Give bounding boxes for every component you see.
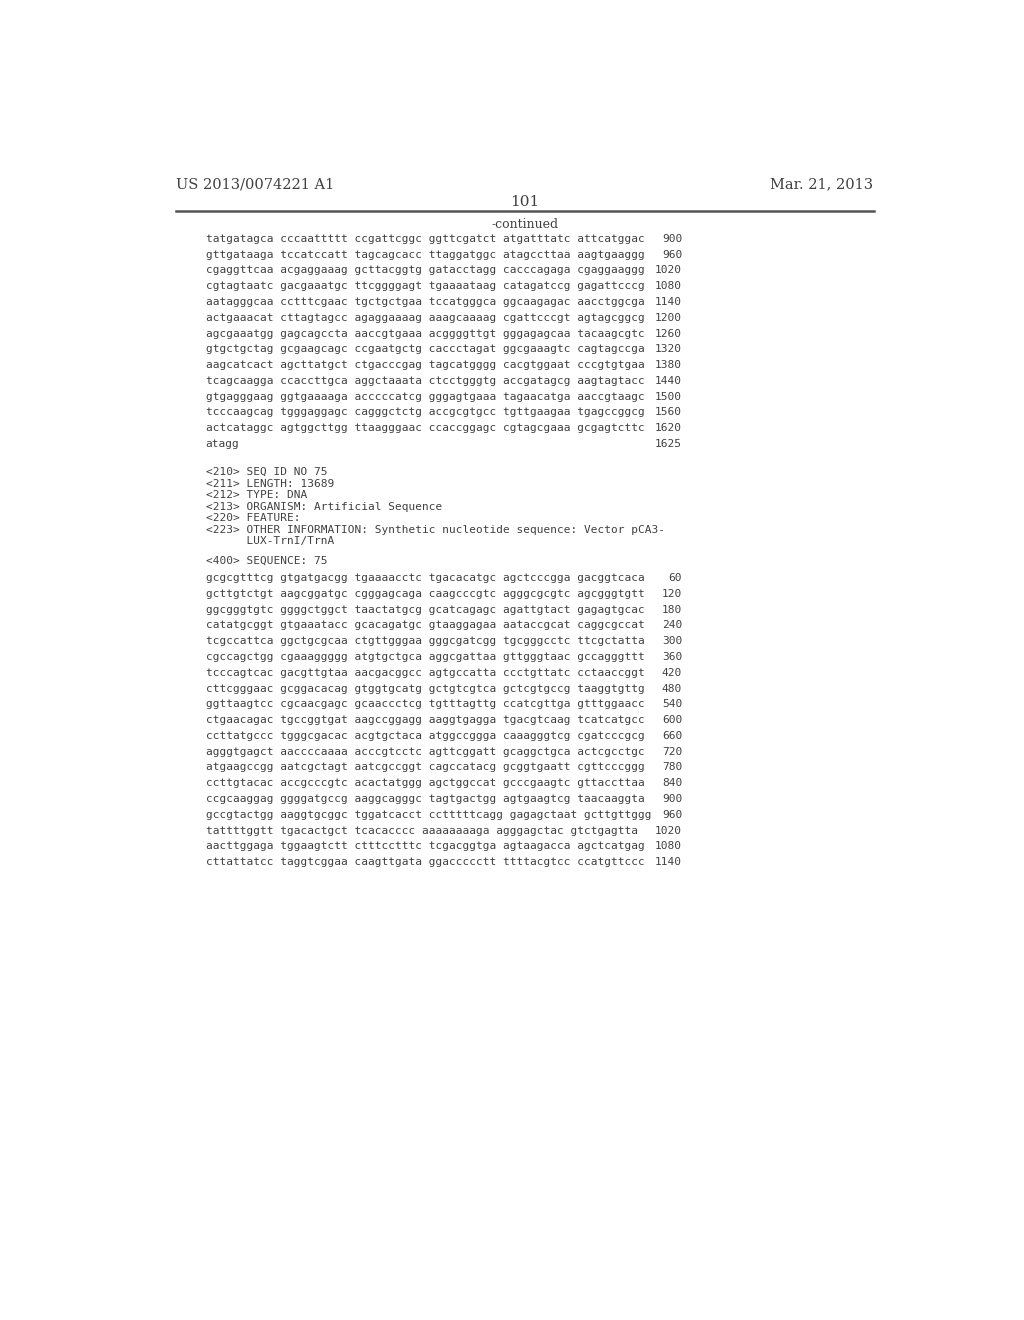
- Text: aagcatcact agcttatgct ctgacccgag tagcatgggg cacgtggaat cccgtgtgaa: aagcatcact agcttatgct ctgacccgag tagcatg…: [206, 360, 644, 370]
- Text: 1080: 1080: [655, 841, 682, 851]
- Text: 1260: 1260: [655, 329, 682, 338]
- Text: gttgataaga tccatccatt tagcagcacc ttaggatggc atagccttaa aagtgaaggg: gttgataaga tccatccatt tagcagcacc ttaggat…: [206, 249, 644, 260]
- Text: cttattatcc taggtcggaa caagttgata ggaccccctt ttttacgtcc ccatgttccc: cttattatcc taggtcggaa caagttgata ggacccc…: [206, 857, 644, 867]
- Text: 180: 180: [662, 605, 682, 615]
- Text: aacttggaga tggaagtctt ctttcctttc tcgacggtga agtaagacca agctcatgag: aacttggaga tggaagtctt ctttcctttc tcgacgg…: [206, 841, 644, 851]
- Text: 1020: 1020: [655, 825, 682, 836]
- Text: 900: 900: [662, 795, 682, 804]
- Text: 300: 300: [662, 636, 682, 647]
- Text: 1620: 1620: [655, 424, 682, 433]
- Text: ggcgggtgtc ggggctggct taactatgcg gcatcagagc agattgtact gagagtgcac: ggcgggtgtc ggggctggct taactatgcg gcatcag…: [206, 605, 644, 615]
- Text: gcttgtctgt aagcggatgc cgggagcaga caagcccgtc agggcgcgtc agcgggtgtt: gcttgtctgt aagcggatgc cgggagcaga caagccc…: [206, 589, 644, 599]
- Text: 240: 240: [662, 620, 682, 631]
- Text: tatgatagca cccaattttt ccgattcggc ggttcgatct atgatttatc attcatggac: tatgatagca cccaattttt ccgattcggc ggttcga…: [206, 234, 644, 244]
- Text: tcccaagcag tgggaggagc cagggctctg accgcgtgcc tgttgaagaa tgagccggcg: tcccaagcag tgggaggagc cagggctctg accgcgt…: [206, 408, 644, 417]
- Text: actgaaacat cttagtagcc agaggaaaag aaagcaaaag cgattcccgt agtagcggcg: actgaaacat cttagtagcc agaggaaaag aaagcaa…: [206, 313, 644, 323]
- Text: 1140: 1140: [655, 857, 682, 867]
- Text: ctgaacagac tgccggtgat aagccggagg aaggtgagga tgacgtcaag tcatcatgcc: ctgaacagac tgccggtgat aagccggagg aaggtga…: [206, 715, 644, 725]
- Text: 1440: 1440: [655, 376, 682, 385]
- Text: 1020: 1020: [655, 265, 682, 276]
- Text: catatgcggt gtgaaatacc gcacagatgc gtaaggagaa aataccgcat caggcgccat: catatgcggt gtgaaatacc gcacagatgc gtaagga…: [206, 620, 644, 631]
- Text: 780: 780: [662, 763, 682, 772]
- Text: Mar. 21, 2013: Mar. 21, 2013: [770, 178, 873, 191]
- Text: <223> OTHER INFORMATION: Synthetic nucleotide sequence: Vector pCA3-: <223> OTHER INFORMATION: Synthetic nucle…: [206, 525, 665, 535]
- Text: <400> SEQUENCE: 75: <400> SEQUENCE: 75: [206, 556, 327, 566]
- Text: US 2013/0074221 A1: US 2013/0074221 A1: [176, 178, 334, 191]
- Text: tcgccattca ggctgcgcaa ctgttgggaa gggcgatcgg tgcgggcctc ttcgctatta: tcgccattca ggctgcgcaa ctgttgggaa gggcgat…: [206, 636, 644, 647]
- Text: <213> ORGANISM: Artificial Sequence: <213> ORGANISM: Artificial Sequence: [206, 502, 441, 512]
- Text: cgaggttcaa acgaggaaag gcttacggtg gatacctagg cacccagaga cgaggaaggg: cgaggttcaa acgaggaaag gcttacggtg gatacct…: [206, 265, 644, 276]
- Text: 101: 101: [510, 195, 540, 210]
- Text: atagg: atagg: [206, 440, 240, 449]
- Text: 1380: 1380: [655, 360, 682, 370]
- Text: 60: 60: [669, 573, 682, 583]
- Text: tcccagtcac gacgttgtaa aacgacggcc agtgccatta ccctgttatc cctaaccggt: tcccagtcac gacgttgtaa aacgacggcc agtgcca…: [206, 668, 644, 677]
- Text: 660: 660: [662, 731, 682, 741]
- Text: tcagcaagga ccaccttgca aggctaaata ctcctgggtg accgatagcg aagtagtacc: tcagcaagga ccaccttgca aggctaaata ctcctgg…: [206, 376, 644, 385]
- Text: atgaagccgg aatcgctagt aatcgccggt cagccatacg gcggtgaatt cgttcccggg: atgaagccgg aatcgctagt aatcgccggt cagccat…: [206, 763, 644, 772]
- Text: gtgctgctag gcgaagcagc ccgaatgctg caccctagat ggcgaaagtc cagtagccga: gtgctgctag gcgaagcagc ccgaatgctg cacccta…: [206, 345, 644, 354]
- Text: 1625: 1625: [655, 440, 682, 449]
- Text: 540: 540: [662, 700, 682, 709]
- Text: <210> SEQ ID NO 75: <210> SEQ ID NO 75: [206, 467, 327, 477]
- Text: 900: 900: [662, 234, 682, 244]
- Text: <220> FEATURE:: <220> FEATURE:: [206, 513, 300, 523]
- Text: ccgcaaggag ggggatgccg aaggcagggc tagtgactgg agtgaagtcg taacaaggta: ccgcaaggag ggggatgccg aaggcagggc tagtgac…: [206, 795, 644, 804]
- Text: cttcgggaac gcggacacag gtggtgcatg gctgtcgtca gctcgtgccg taaggtgttg: cttcgggaac gcggacacag gtggtgcatg gctgtcg…: [206, 684, 644, 693]
- Text: cgtagtaatc gacgaaatgc ttcggggagt tgaaaataag catagatccg gagattcccg: cgtagtaatc gacgaaatgc ttcggggagt tgaaaat…: [206, 281, 644, 292]
- Text: 420: 420: [662, 668, 682, 677]
- Text: 840: 840: [662, 779, 682, 788]
- Text: gccgtactgg aaggtgcggc tggatcacct cctttttcagg gagagctaat gcttgttggg: gccgtactgg aaggtgcggc tggatcacct ccttttt…: [206, 810, 651, 820]
- Text: gtgagggaag ggtgaaaaga acccccatcg gggagtgaaa tagaacatga aaccgtaagc: gtgagggaag ggtgaaaaga acccccatcg gggagtg…: [206, 392, 644, 401]
- Text: agcgaaatgg gagcagccta aaccgtgaaa acggggttgt gggagagcaa tacaagcgtc: agcgaaatgg gagcagccta aaccgtgaaa acggggt…: [206, 329, 644, 338]
- Text: cgccagctgg cgaaaggggg atgtgctgca aggcgattaa gttgggtaac gccagggttt: cgccagctgg cgaaaggggg atgtgctgca aggcgat…: [206, 652, 644, 661]
- Text: agggtgagct aaccccaaaa acccgtcctc agttcggatt gcaggctgca actcgcctgc: agggtgagct aaccccaaaa acccgtcctc agttcgg…: [206, 747, 644, 756]
- Text: <211> LENGTH: 13689: <211> LENGTH: 13689: [206, 479, 334, 488]
- Text: ggttaagtcc cgcaacgagc gcaaccctcg tgtttagttg ccatcgttga gtttggaacc: ggttaagtcc cgcaacgagc gcaaccctcg tgtttag…: [206, 700, 644, 709]
- Text: tattttggtt tgacactgct tcacacccc aaaaaaaaga agggagctac gtctgagtta: tattttggtt tgacactgct tcacacccc aaaaaaaa…: [206, 825, 638, 836]
- Text: 720: 720: [662, 747, 682, 756]
- Text: 600: 600: [662, 715, 682, 725]
- Text: 120: 120: [662, 589, 682, 599]
- Text: ccttatgccc tgggcgacac acgtgctaca atggccggga caaagggtcg cgatcccgcg: ccttatgccc tgggcgacac acgtgctaca atggccg…: [206, 731, 644, 741]
- Text: actcataggc agtggcttgg ttaagggaac ccaccggagc cgtagcgaaa gcgagtcttc: actcataggc agtggcttgg ttaagggaac ccaccgg…: [206, 424, 644, 433]
- Text: 1140: 1140: [655, 297, 682, 308]
- Text: 1500: 1500: [655, 392, 682, 401]
- Text: 1560: 1560: [655, 408, 682, 417]
- Text: -continued: -continued: [492, 218, 558, 231]
- Text: gcgcgtttcg gtgatgacgg tgaaaacctc tgacacatgc agctcccgga gacggtcaca: gcgcgtttcg gtgatgacgg tgaaaacctc tgacaca…: [206, 573, 644, 583]
- Text: 960: 960: [662, 810, 682, 820]
- Text: 1200: 1200: [655, 313, 682, 323]
- Text: 360: 360: [662, 652, 682, 661]
- Text: 960: 960: [662, 249, 682, 260]
- Text: 1320: 1320: [655, 345, 682, 354]
- Text: LUX-TrnI/TrnA: LUX-TrnI/TrnA: [206, 536, 334, 546]
- Text: 1080: 1080: [655, 281, 682, 292]
- Text: aatagggcaa cctttcgaac tgctgctgaa tccatgggca ggcaagagac aacctggcga: aatagggcaa cctttcgaac tgctgctgaa tccatgg…: [206, 297, 644, 308]
- Text: 480: 480: [662, 684, 682, 693]
- Text: <212> TYPE: DNA: <212> TYPE: DNA: [206, 490, 307, 500]
- Text: ccttgtacac accgcccgtc acactatggg agctggccat gcccgaagtc gttaccttaa: ccttgtacac accgcccgtc acactatggg agctggc…: [206, 779, 644, 788]
